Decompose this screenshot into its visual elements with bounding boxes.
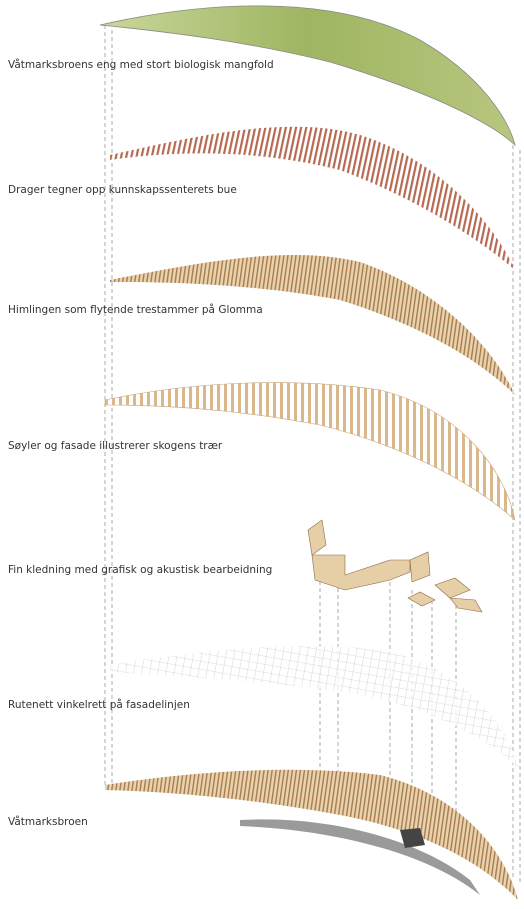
layer-label: Drager tegner opp kunnskapssenterets bue — [8, 184, 237, 196]
bridge-layer — [105, 769, 518, 900]
column-layer — [104, 382, 516, 521]
layer-label: Himlingen som flytende trestammer på Glo… — [8, 303, 263, 316]
layer-label: Søyler og fasade illustrerer skogens træ… — [8, 440, 223, 452]
layer-label: Våtmarksbroen — [8, 815, 88, 828]
labels: Våtmarksbroens eng med stort biologisk m… — [8, 58, 274, 828]
girder-layer — [110, 126, 515, 270]
layer-label: Våtmarksbroens eng med stort biologisk m… — [8, 58, 274, 71]
layer-label: Rutenett vinkelrett på fasadelinjen — [8, 698, 190, 711]
grid-layer — [110, 645, 520, 770]
ceiling-layer — [110, 254, 515, 395]
meadow-layer — [99, 5, 516, 147]
layer-label: Fin kledning med grafisk og akustisk bea… — [8, 564, 272, 576]
cladding-layer — [307, 519, 483, 613]
